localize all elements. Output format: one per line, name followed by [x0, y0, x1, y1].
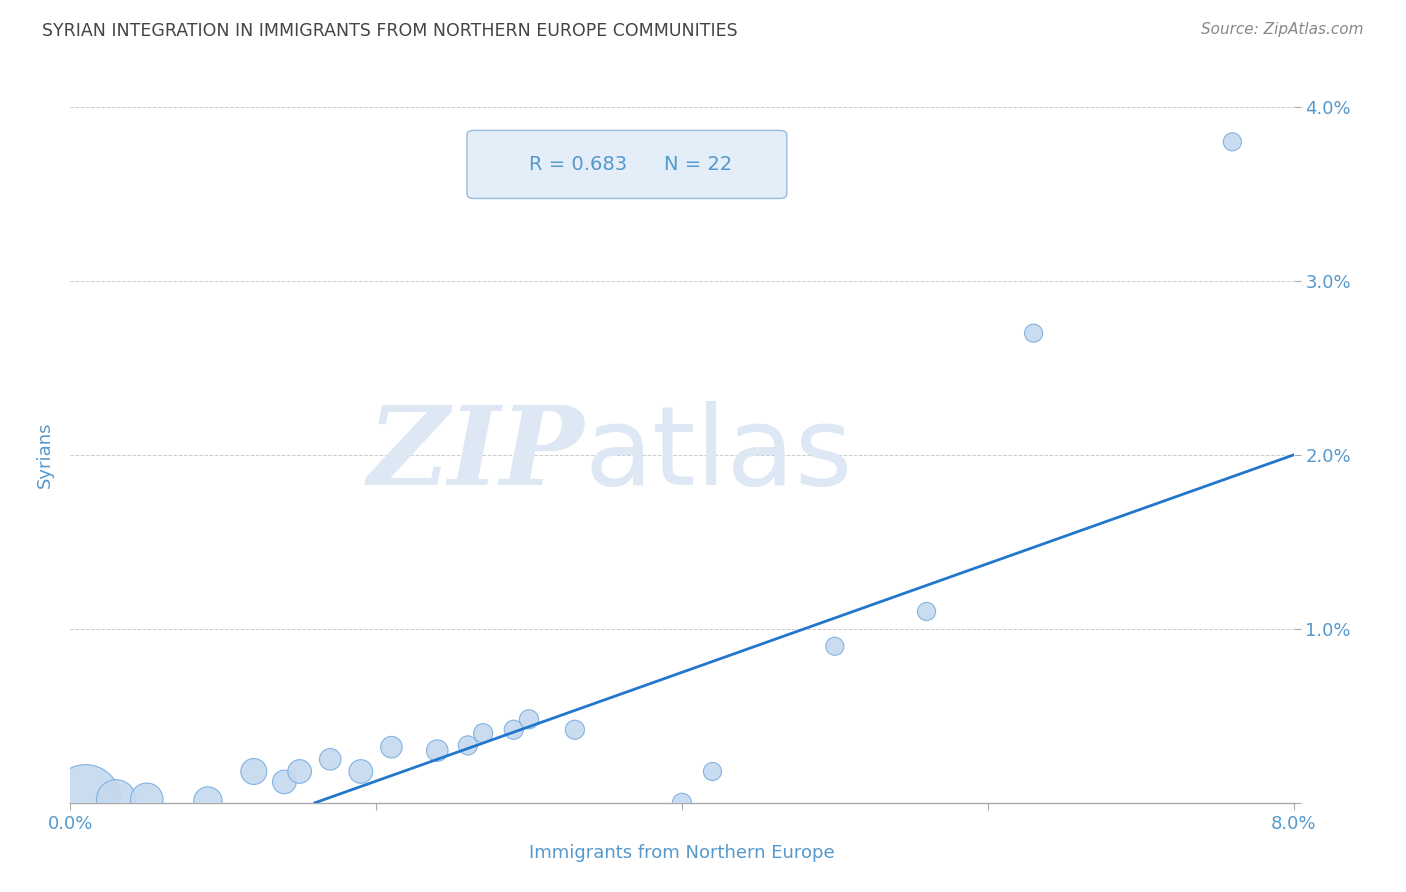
- Y-axis label: Syrians: Syrians: [35, 422, 53, 488]
- Point: [135, 792, 157, 806]
- Point: [702, 764, 724, 779]
- Point: [824, 639, 846, 653]
- Point: [288, 764, 311, 779]
- Point: [105, 792, 128, 806]
- Point: [350, 764, 373, 779]
- Point: [426, 744, 449, 758]
- Text: Source: ZipAtlas.com: Source: ZipAtlas.com: [1201, 22, 1364, 37]
- Point: [243, 764, 266, 779]
- X-axis label: Immigrants from Northern Europe: Immigrants from Northern Europe: [529, 844, 835, 862]
- Point: [671, 796, 693, 810]
- Point: [380, 740, 402, 755]
- Text: R = 0.683: R = 0.683: [529, 155, 627, 174]
- Text: ZIP: ZIP: [367, 401, 583, 508]
- Text: atlas: atlas: [583, 401, 852, 508]
- Point: [273, 775, 295, 789]
- Point: [75, 792, 97, 806]
- Point: [457, 739, 479, 753]
- Point: [1022, 326, 1045, 341]
- Point: [472, 726, 495, 740]
- Point: [197, 794, 219, 808]
- Text: SYRIAN INTEGRATION IN IMMIGRANTS FROM NORTHERN EUROPE COMMUNITIES: SYRIAN INTEGRATION IN IMMIGRANTS FROM NO…: [42, 22, 738, 40]
- Point: [517, 712, 540, 726]
- Point: [915, 605, 938, 619]
- Point: [502, 723, 524, 737]
- Text: N = 22: N = 22: [664, 155, 731, 174]
- Point: [319, 752, 342, 766]
- Point: [564, 723, 586, 737]
- Point: [1220, 135, 1243, 149]
